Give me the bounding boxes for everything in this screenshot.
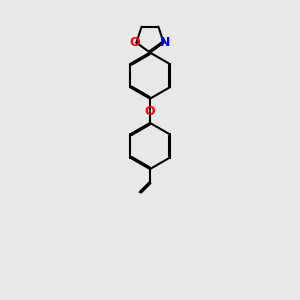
Text: N: N: [160, 36, 170, 49]
Text: O: O: [130, 36, 140, 49]
Text: O: O: [145, 105, 155, 118]
